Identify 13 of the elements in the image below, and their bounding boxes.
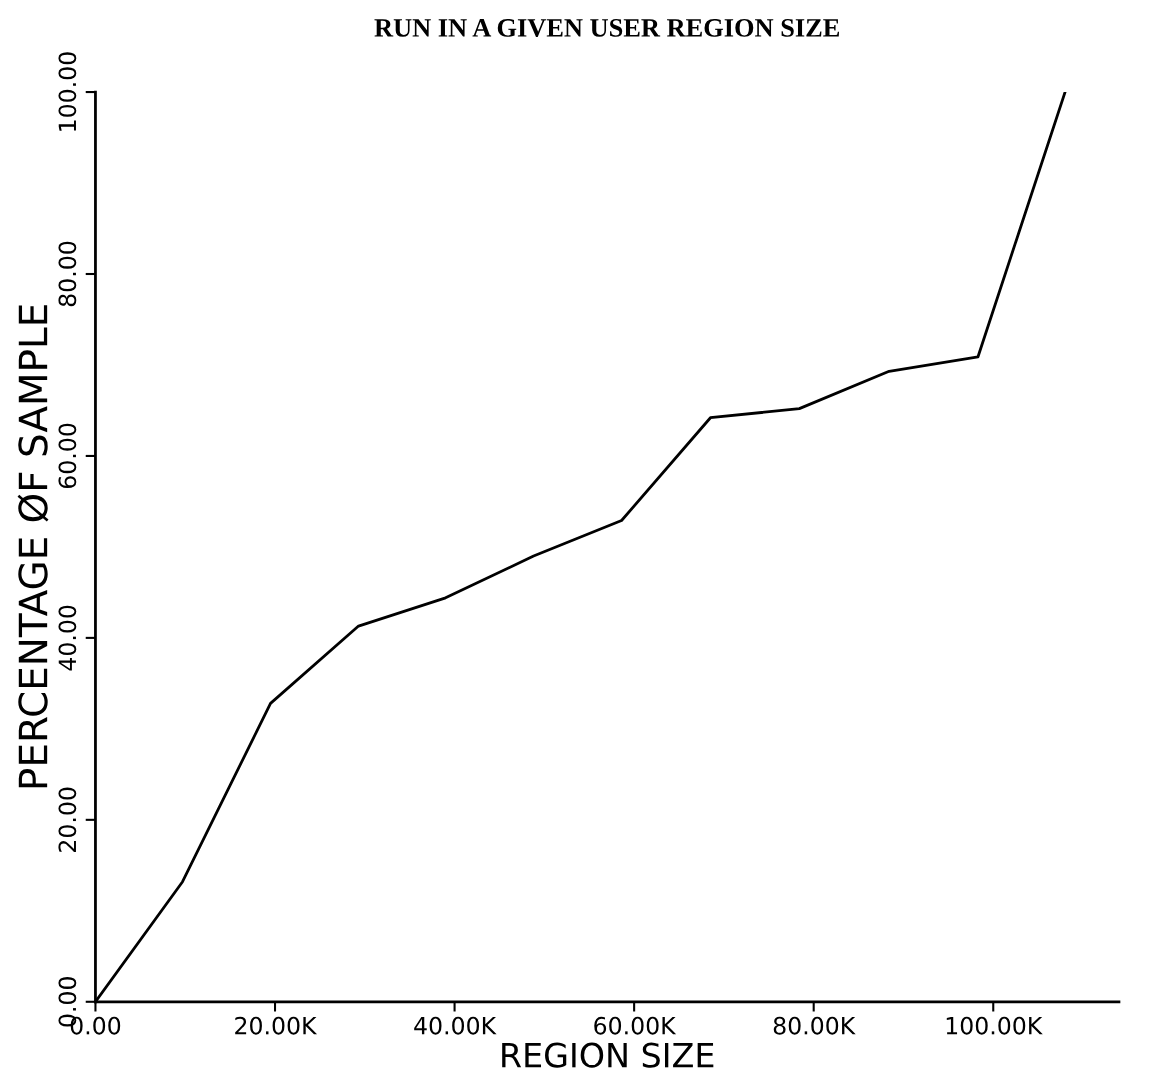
y-tick-label: 60.00 [58, 423, 77, 489]
y-tick-label: 20.00 [58, 787, 77, 852]
x-axis-title: REGION SIZE [502, 1042, 714, 1068]
x-tick-label: 100.00K [946, 1016, 1043, 1035]
x-tick-label: 40.00K [414, 1016, 497, 1035]
x-tick-label: 20.00K [235, 1016, 318, 1035]
y-axis-title: PERCENTAGE ØF SAMPLE [17, 305, 49, 788]
x-tick-label: 60.00K [594, 1016, 677, 1035]
y-tick-label: 40.00 [58, 605, 77, 671]
y-tick-label: 80.00 [58, 241, 77, 307]
x-tick-label: 80.00K [773, 1016, 856, 1035]
y-tick-label: 100.00 [58, 52, 77, 131]
chart-title: RUN IN A GIVEN USER REGION SIZE [374, 19, 839, 37]
